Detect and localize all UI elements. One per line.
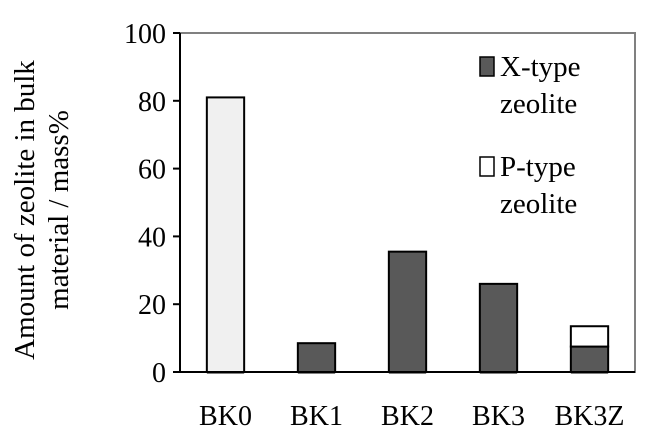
y-tick-label: 100 bbox=[124, 19, 166, 50]
x-tick-label-bk3z: BK3Z bbox=[555, 401, 625, 432]
y-axis-label-line-2: material / mass% bbox=[43, 110, 75, 310]
y-axis-label: Amount of zeolite in bulk material / mas… bbox=[9, 60, 75, 360]
y-tick-label: 20 bbox=[138, 290, 166, 321]
legend-swatch-p-type bbox=[479, 156, 495, 177]
x-labels: BK0 BK1 BK2 BK3 BK3Z bbox=[199, 401, 624, 432]
bars bbox=[205, 96, 610, 374]
bar-bk1-x-type bbox=[296, 342, 337, 373]
legend-label-x-type-line-1: X-type bbox=[500, 51, 581, 83]
y-tick-label: 40 bbox=[138, 222, 166, 253]
bar-bk3z-x-type bbox=[569, 345, 610, 374]
y-axis-label-line-1: Amount of zeolite in bulk bbox=[9, 60, 41, 360]
y-tick-label: 80 bbox=[138, 87, 166, 118]
y-tick-label: 60 bbox=[138, 155, 166, 186]
y-ticks: 0 20 40 60 80 100 bbox=[124, 19, 180, 389]
legend-label-p-type-line-2: zeolite bbox=[500, 188, 577, 220]
bar-bk2-x-type bbox=[387, 250, 428, 373]
legend-label-x-type-line-2: zeolite bbox=[500, 88, 577, 120]
bar-bk3-x-type bbox=[478, 282, 519, 373]
x-tick-label-bk1: BK1 bbox=[290, 401, 343, 432]
legend: X-type zeolite P-type zeolite bbox=[479, 51, 581, 220]
x-tick-label-bk0: BK0 bbox=[199, 401, 252, 432]
x-tick-label-bk3: BK3 bbox=[472, 401, 525, 432]
bar-bk3z-p-type bbox=[569, 325, 610, 348]
y-tick-label: 0 bbox=[152, 358, 166, 389]
bar-bk0-p-type bbox=[205, 96, 246, 373]
legend-swatch-x-type bbox=[479, 56, 495, 77]
legend-label-p-type-line-1: P-type bbox=[500, 151, 576, 183]
x-tick-label-bk2: BK2 bbox=[381, 401, 434, 432]
